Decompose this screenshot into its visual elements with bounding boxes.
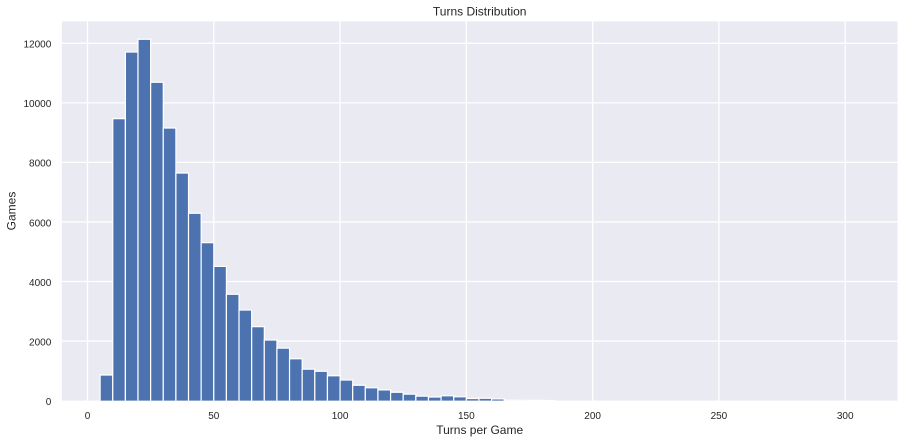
svg-text:150: 150 <box>458 411 475 422</box>
svg-text:300: 300 <box>837 411 854 422</box>
svg-text:Turns Distribution: Turns Distribution <box>433 5 527 19</box>
svg-text:8000: 8000 <box>29 159 52 170</box>
svg-text:100: 100 <box>332 411 349 422</box>
svg-text:Games: Games <box>5 192 19 231</box>
svg-text:250: 250 <box>711 411 728 422</box>
svg-text:6000: 6000 <box>29 218 52 229</box>
svg-text:50: 50 <box>208 411 220 422</box>
svg-text:10000: 10000 <box>23 99 51 110</box>
svg-text:200: 200 <box>584 411 601 422</box>
svg-text:4000: 4000 <box>29 278 52 289</box>
svg-text:Turns per Game: Turns per Game <box>436 423 523 437</box>
svg-text:12000: 12000 <box>23 40 51 51</box>
svg-text:2000: 2000 <box>29 337 52 348</box>
svg-text:0: 0 <box>46 397 52 408</box>
svg-text:0: 0 <box>85 411 91 422</box>
